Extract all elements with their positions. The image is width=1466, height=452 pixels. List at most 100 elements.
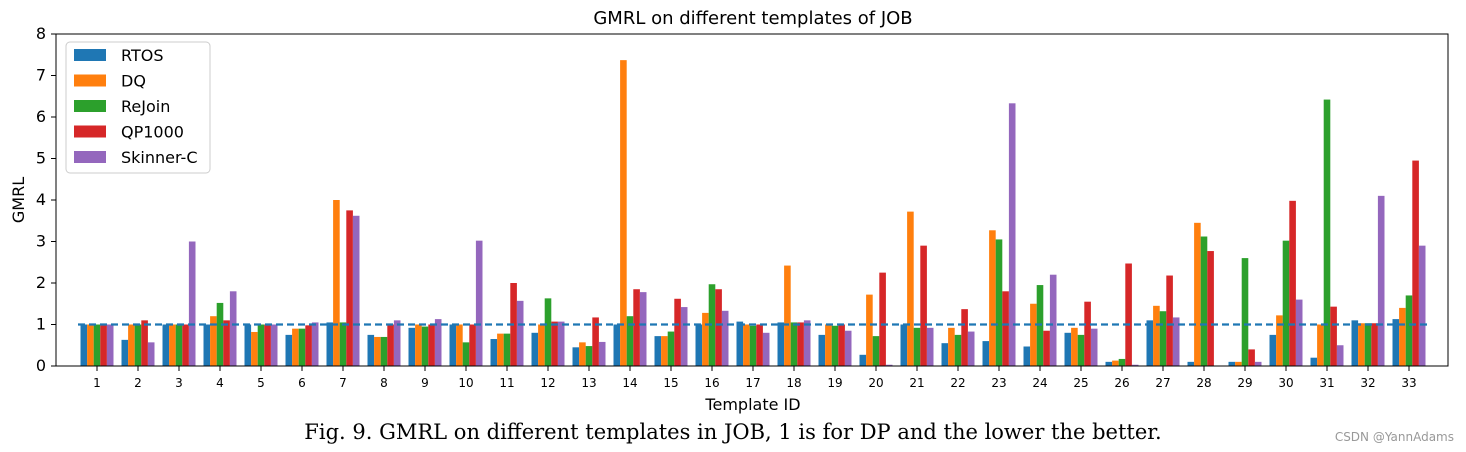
legend: RTOS DQ ReJoin QP1000 Skinner-C: [65, 41, 211, 174]
bar-rejoin-19: [831, 325, 839, 366]
bar-dq-21: [907, 211, 914, 366]
bar-skinner-c-24: [1049, 274, 1057, 366]
x-axis-label: Template ID: [704, 395, 800, 414]
bar-rtos-7: [326, 322, 334, 366]
bar-qp1000-13: [592, 317, 599, 366]
x-tick-label: 20: [868, 376, 883, 390]
bar-qp1000-2: [141, 320, 148, 366]
bar-dq-14: [620, 60, 627, 366]
bar-qp1000-15: [674, 298, 681, 366]
bar-rtos-21: [900, 324, 908, 366]
bar-rtos-28: [1187, 361, 1195, 366]
bar-qp1000-22: [961, 309, 968, 366]
bar-dq-19: [825, 324, 832, 366]
bar-skinner-c-19: [844, 330, 852, 366]
x-tick-label: 31: [1319, 376, 1334, 390]
bar-qp1000-24: [1043, 330, 1050, 366]
bar-rtos-30: [1269, 334, 1277, 367]
bar-qp1000-8: [387, 324, 394, 366]
x-tick-label: 8: [380, 376, 388, 390]
bar-qp1000-30: [1289, 200, 1296, 366]
y-axis-label: GMRL: [9, 177, 28, 223]
legend-swatch-dq: [74, 74, 106, 87]
bar-rtos-20: [859, 354, 867, 366]
bar-rtos-32: [1351, 320, 1359, 366]
x-tick-label: 6: [298, 376, 306, 390]
y-axis: 0 1 2 3 4 5 6 7 8: [36, 24, 56, 375]
x-tick-label: 9: [421, 376, 429, 390]
bar-dq-22: [948, 327, 955, 366]
y-tick-label: 0: [36, 356, 46, 375]
bar-rtos-4: [203, 324, 211, 366]
x-tick-label: 21: [909, 376, 924, 390]
bar-rejoin-27: [1159, 311, 1167, 366]
bar-dq-24: [1030, 303, 1037, 366]
bar-rejoin-1: [93, 324, 101, 366]
bar-dq-16: [702, 312, 709, 366]
watermark: CSDN @YannAdams: [1334, 430, 1454, 444]
x-tick-label: 1: [93, 376, 101, 390]
bar-dq-6: [292, 328, 299, 366]
bar-qp1000-27: [1166, 275, 1173, 366]
legend-label-rtos: RTOS: [121, 46, 163, 65]
bar-skinner-c-9: [434, 319, 442, 366]
bar-rejoin-25: [1077, 334, 1085, 367]
bar-dq-11: [497, 333, 504, 366]
bar-rtos-15: [654, 336, 662, 366]
bar-rejoin-7: [339, 322, 347, 366]
bar-rtos-25: [1064, 332, 1072, 366]
x-tick-label: 18: [786, 376, 801, 390]
bar-qp1000-10: [469, 324, 476, 366]
bar-rtos-26: [1105, 361, 1113, 366]
bar-qp1000-21: [920, 245, 927, 366]
x-tick-label: 33: [1401, 376, 1416, 390]
figure-caption: Fig. 9. GMRL on different templates in J…: [304, 420, 1162, 444]
y-tick-label: 7: [36, 66, 46, 85]
bar-dq-20: [866, 294, 873, 366]
x-tick-label: 3: [175, 376, 183, 390]
bar-rejoin-23: [995, 239, 1003, 366]
bar-dq-29: [1235, 361, 1242, 366]
bar-rejoin-20: [872, 336, 880, 366]
x-tick-label: 25: [1073, 376, 1088, 390]
bar-skinner-c-33: [1418, 245, 1426, 366]
x-tick-label: 2: [134, 376, 142, 390]
bar-qp1000-9: [428, 324, 435, 366]
bar-rtos-10: [449, 324, 457, 366]
bar-rtos-33: [1392, 319, 1400, 366]
bar-qp1000-7: [346, 210, 353, 367]
bar-dq-18: [784, 265, 791, 366]
bars-layer: [80, 60, 1426, 367]
bar-rtos-22: [941, 343, 949, 366]
bar-qp1000-1: [100, 324, 107, 366]
bar-skinner-c-23: [1008, 103, 1016, 366]
bar-dq-8: [374, 336, 381, 366]
x-tick-label: 16: [704, 376, 719, 390]
x-tick-label: 28: [1196, 376, 1211, 390]
bar-rtos-18: [777, 322, 785, 366]
y-tick-label: 8: [36, 24, 46, 43]
bar-rejoin-9: [421, 326, 429, 366]
bar-skinner-c-2: [147, 342, 155, 366]
bar-qp1000-18: [797, 322, 804, 366]
bar-dq-30: [1276, 315, 1283, 366]
bar-skinner-c-27: [1172, 317, 1180, 366]
bar-skinner-c-20: [885, 364, 893, 366]
bar-rejoin-6: [298, 328, 306, 366]
bar-dq-7: [333, 200, 340, 366]
plot-frame: [55, 33, 1449, 367]
bar-rejoin-32: [1364, 323, 1372, 366]
bar-rtos-6: [285, 334, 293, 367]
bar-rtos-17: [736, 321, 744, 366]
bar-skinner-c-29: [1254, 361, 1262, 366]
bar-dq-27: [1153, 305, 1160, 366]
bar-skinner-c-14: [639, 292, 647, 366]
bar-rtos-3: [162, 324, 170, 366]
x-tick-label: 11: [499, 376, 514, 390]
bar-rejoin-8: [380, 336, 388, 366]
bar-qp1000-12: [551, 321, 558, 366]
y-tick-label: 4: [36, 190, 46, 209]
bar-dq-33: [1399, 307, 1406, 366]
x-axis: 1 2 3 4 5 6 7 8 9 10 11 12 13 14 15 16 17 18 19 20 21 22 23 24 2…: [93, 366, 1417, 390]
bar-rtos-23: [982, 341, 990, 366]
